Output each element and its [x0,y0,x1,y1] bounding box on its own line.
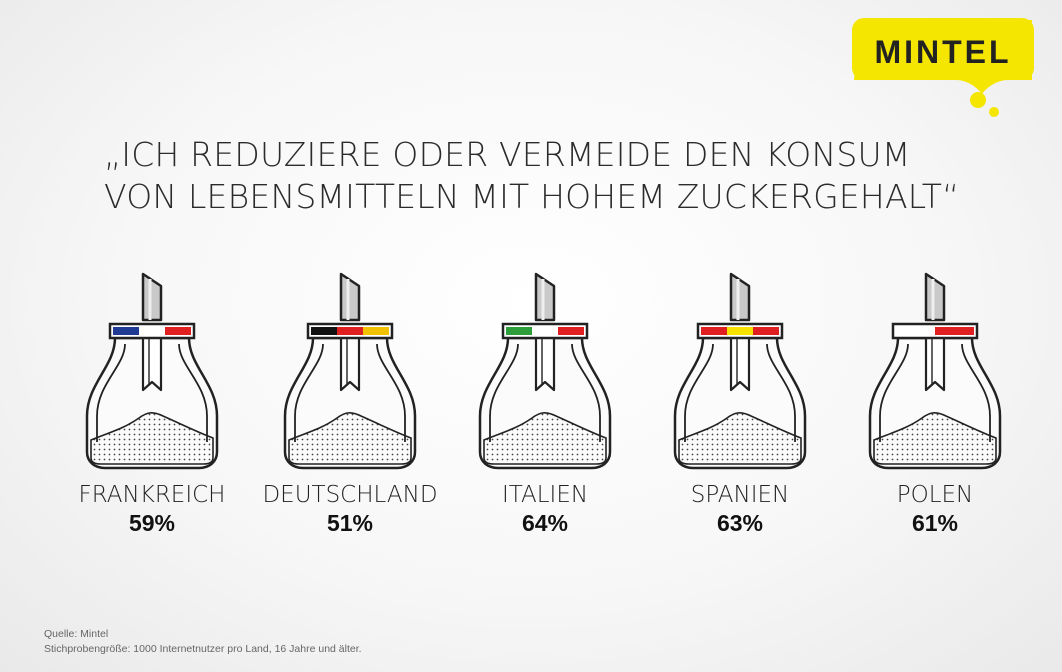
percent-value: 63% [716,510,764,536]
sugar-dispenser-icon [478,272,612,470]
flag-stripe [113,327,139,335]
svg-text:MINTEL: MINTEL [874,34,1011,70]
footer-sample-size: Stichprobengröße: 1000 Internetnutzer pr… [44,643,362,655]
flag-stripe [139,327,165,335]
spout [729,272,751,322]
country-label: FRANKREICH [78,482,226,508]
country-label: ITALIEN [501,482,589,508]
sugar-fill [288,412,412,465]
tube [729,338,751,392]
sugar-dispenser-icon [868,272,1002,470]
sugar-dispenser-icon [283,272,417,470]
headline: „ICH REDUZIERE ODER VERMEIDE DEN KONSUM … [104,134,1004,218]
headline-line-1: „ICH REDUZIERE ODER VERMEIDE DEN KONSUM [104,135,911,174]
flag-stripe [701,327,727,335]
flag-stripe [558,327,584,335]
percent-value: 59% [128,510,176,536]
tube [534,338,556,392]
tube [141,338,163,392]
sugar-fill [90,412,214,465]
percent-value: 64% [521,510,569,536]
headline-line-2: VON LEBENSMITTELN MIT HOHEM ZUCKERGEHALT… [104,177,960,216]
flag-stripe [311,327,337,335]
flag-stripe [753,327,779,335]
flag-stripe [165,327,191,335]
country-label: DEUTSCHLAND [262,482,438,508]
country-item-frankreich: FRANKREICH 59% [57,262,247,537]
flag-stripe [532,327,558,335]
country-label: POLEN [896,482,974,508]
flag-stripe [337,327,363,335]
flag-stripe [727,327,753,335]
sugar-fill [678,412,802,465]
country-label: SPANIEN [690,482,790,508]
footer: Quelle: Mintel Stichprobengröße: 1000 In… [44,627,362,657]
spout [924,272,946,322]
tube [339,338,361,392]
country-item-deutschland: DEUTSCHLAND 51% [255,262,445,537]
country-item-polen: POLEN 61% [840,262,1030,537]
flag-stripe [506,327,532,335]
sugar-fill [483,412,607,465]
flag-stripe [363,327,389,335]
percent-value: 61% [911,510,959,536]
tube [924,338,946,392]
footer-source: Quelle: Mintel [44,628,109,640]
sugar-fill [873,412,997,465]
spout [534,272,556,322]
mintel-logo: MINTEL [852,18,1034,117]
sugar-dispenser-icon [673,272,807,470]
spout [339,272,361,322]
percent-value: 51% [326,510,374,536]
country-item-italien: ITALIEN 64% [450,262,640,537]
sugar-dispenser-icon [85,272,219,470]
spout [141,272,163,322]
flag-stripe [935,327,974,335]
flag-stripe [896,327,935,335]
country-item-spanien: SPANIEN 63% [645,262,835,537]
